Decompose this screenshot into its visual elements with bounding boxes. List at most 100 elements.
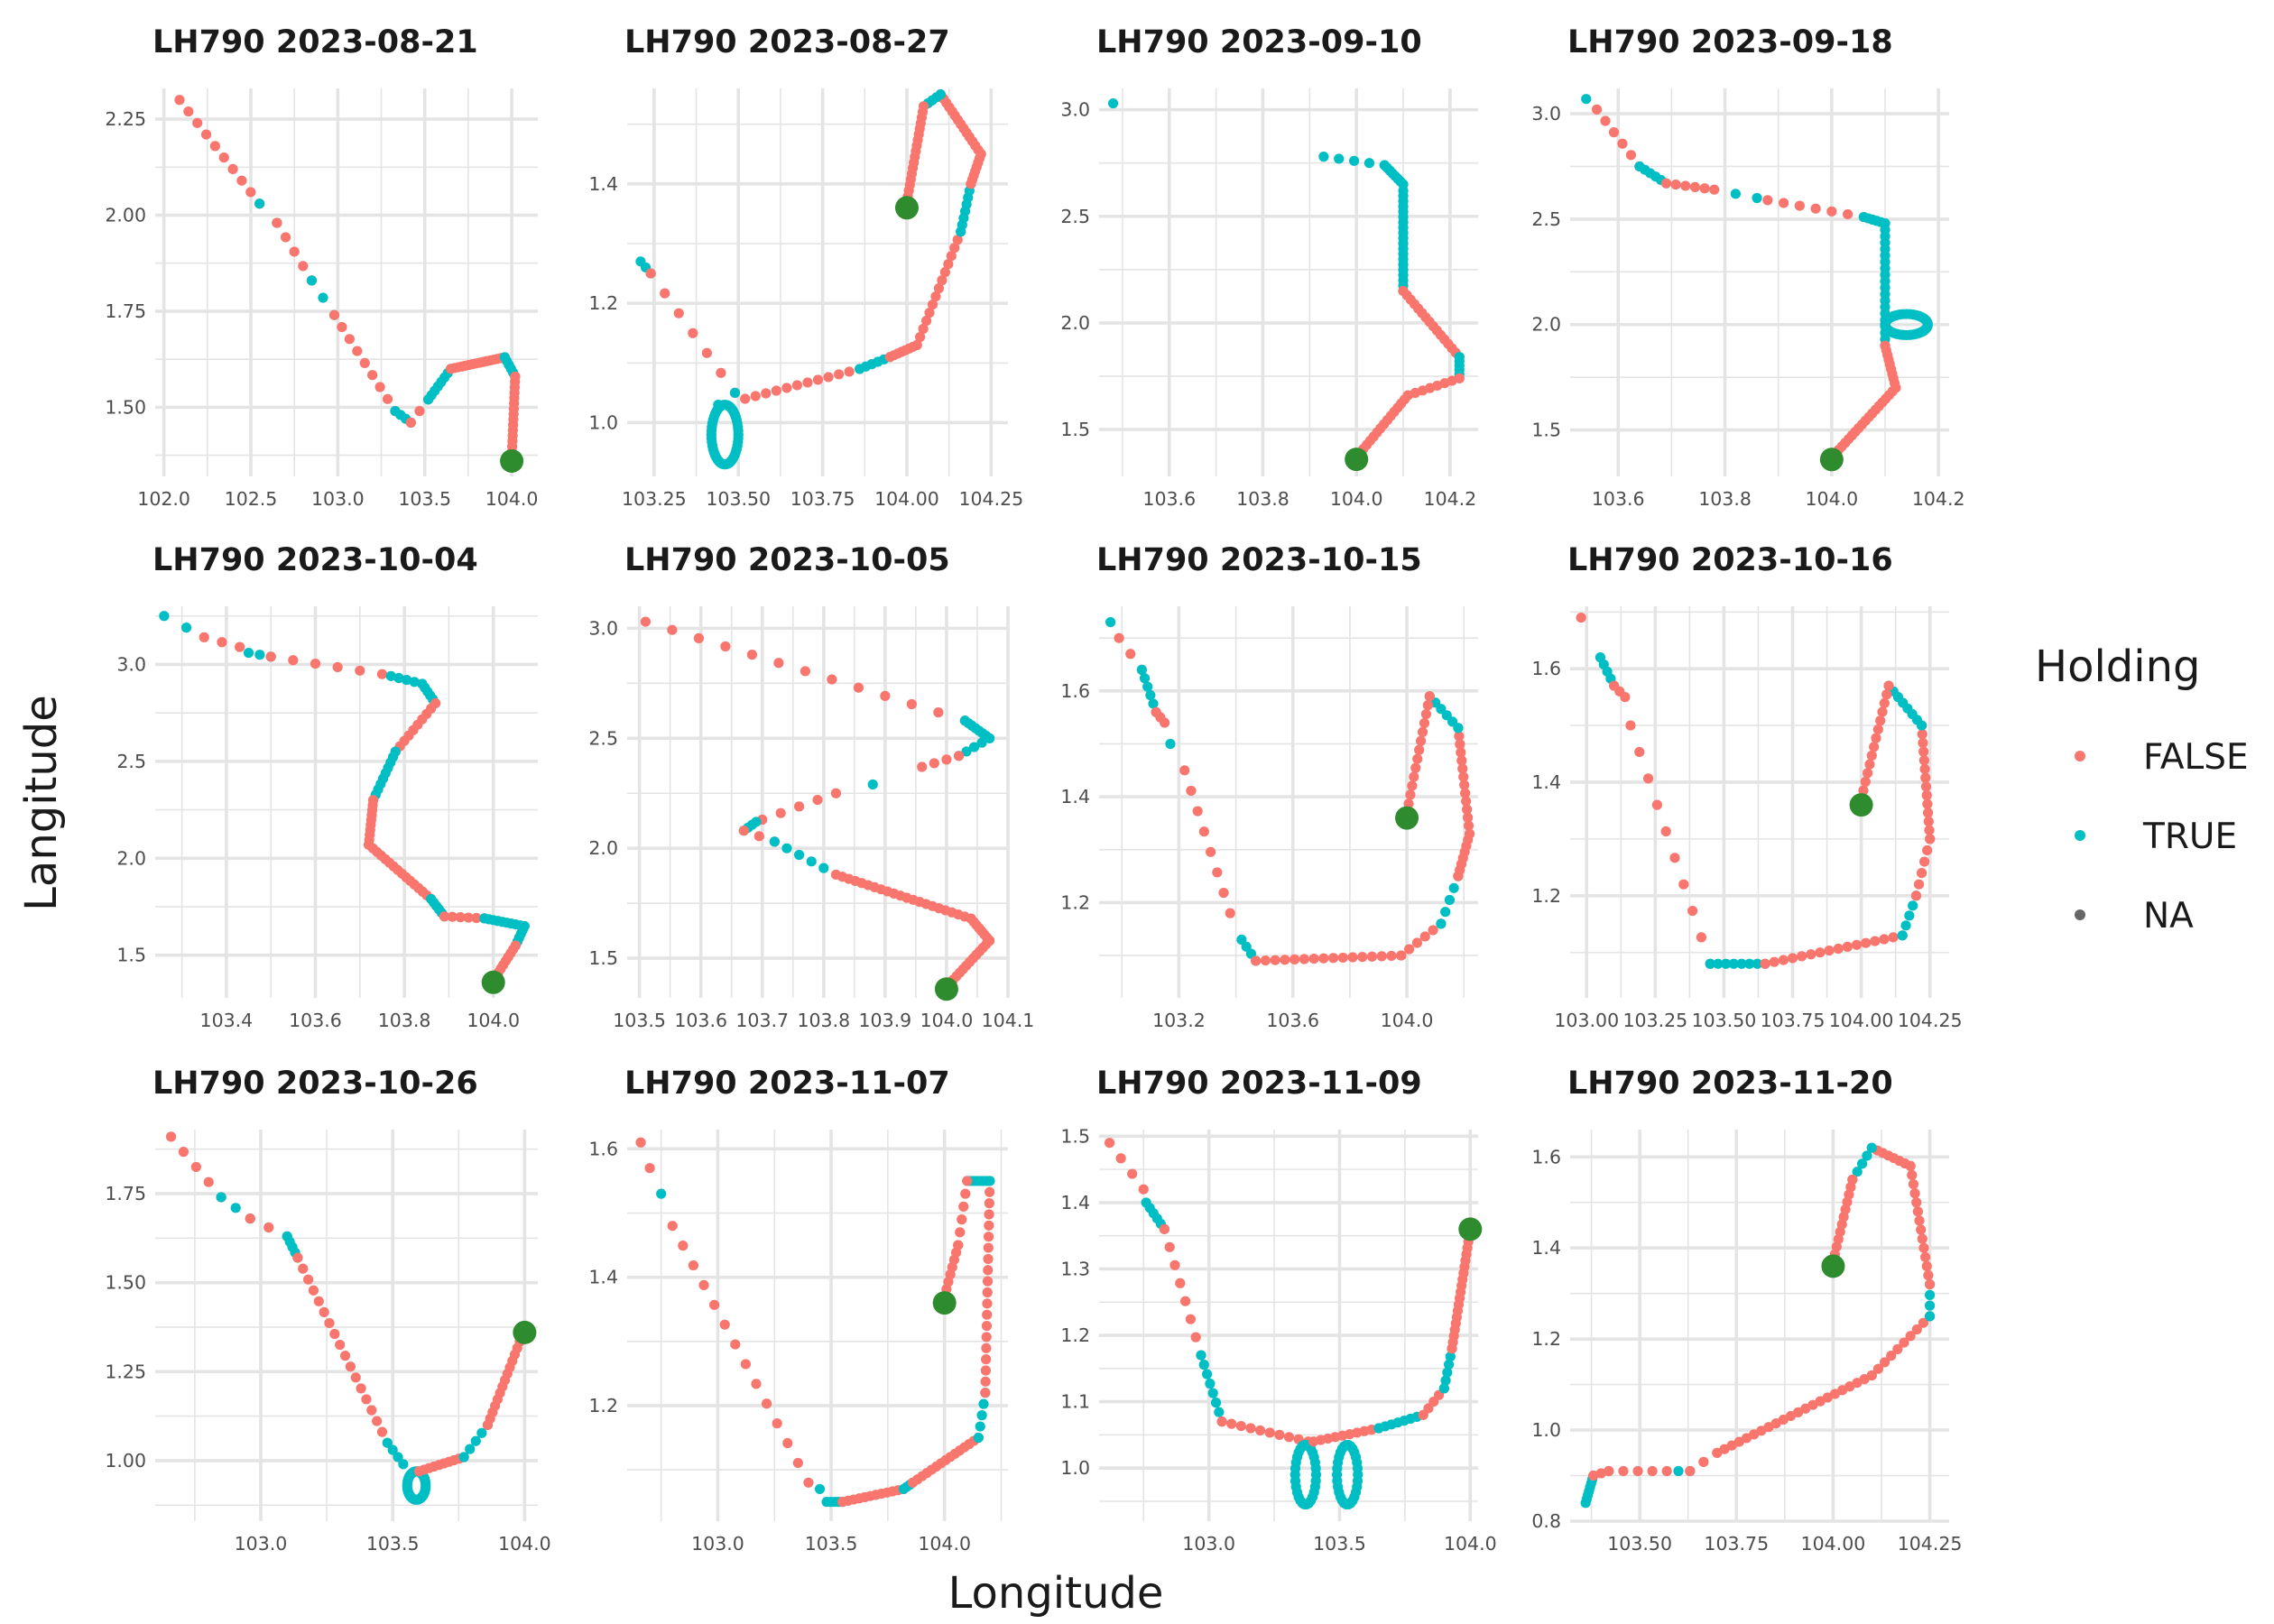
track-point-not-holding	[635, 1137, 646, 1148]
track-point-not-holding	[1412, 753, 1423, 764]
track-point-not-holding	[761, 1398, 772, 1409]
track-point-not-holding	[701, 347, 712, 358]
track-point-not-holding	[1464, 828, 1475, 839]
y-tick-label: 1.5	[116, 945, 146, 966]
track-point-not-holding	[319, 1306, 329, 1317]
track-point-not-holding	[1922, 807, 1934, 818]
y-tick-label: 2.0	[1531, 314, 1561, 336]
track-point-not-holding	[1625, 720, 1636, 731]
track-point-not-holding	[1678, 879, 1689, 890]
track-point-not-holding	[853, 682, 864, 693]
track-point-not-holding	[178, 1147, 190, 1158]
track-point-not-holding	[688, 1260, 699, 1271]
y-tick-label: 3.0	[588, 617, 618, 639]
track-point-not-holding	[1218, 887, 1229, 899]
track-point-holding	[1705, 958, 1715, 969]
panel-title: LH790 2023-10-16	[1567, 542, 1893, 578]
track-point-not-holding	[644, 1163, 655, 1174]
panel-title: LH790 2023-11-07	[624, 1066, 950, 1102]
track-point-holding	[470, 1435, 481, 1446]
x-tick-label: 103.5	[1313, 1533, 1366, 1555]
y-tick-label: 3.0	[1531, 103, 1561, 125]
track-point-holding	[976, 1410, 987, 1421]
track-point-not-holding	[1871, 733, 1881, 743]
track-point-not-holding	[830, 788, 842, 798]
track-point-holding	[1908, 900, 1918, 911]
track-point-holding	[1924, 1311, 1936, 1322]
panel-1: 102.0 102.5 103.0 103.5 104.0 1.50 1.75 2.00 2.2…	[105, 24, 538, 510]
track-point-not-holding	[1920, 781, 1932, 792]
track-point-not-holding	[405, 417, 416, 428]
legend: Holding FALSE TRUE NA	[2035, 641, 2249, 937]
panel-title: LH790 2023-09-18	[1567, 24, 1893, 60]
track-point-not-holding	[1283, 1432, 1295, 1443]
y-tick-label: 1.2	[1060, 891, 1090, 913]
panel-title: LH790 2023-10-05	[624, 542, 950, 578]
track-point-not-holding	[960, 1188, 971, 1199]
track-point-not-holding	[1905, 1331, 1916, 1342]
track-point-not-holding	[1190, 1332, 1201, 1343]
track-point-not-holding	[1919, 763, 1930, 775]
y-tick-label: 1.4	[1060, 786, 1090, 807]
track-point-holding	[1105, 616, 1116, 628]
x-tick-label: 104.0	[918, 1533, 971, 1555]
x-tick-label: 103.6	[289, 1010, 342, 1031]
x-tick-label: 104.0	[1444, 1533, 1497, 1555]
track-point-not-holding	[1918, 1317, 1929, 1328]
track-point-holding	[1363, 158, 1375, 169]
track-point-not-holding	[1760, 958, 1770, 969]
track-point-not-holding	[1879, 697, 1890, 709]
track-point-holding	[1334, 153, 1345, 164]
x-tick-label: 102.0	[137, 488, 190, 510]
track-point-not-holding	[667, 624, 678, 635]
track-point-not-holding	[366, 1405, 377, 1416]
track-point-not-holding	[1337, 952, 1348, 964]
track-point-not-holding	[709, 1299, 720, 1310]
track-point-not-holding	[1698, 1456, 1709, 1467]
x-tick-label: 103.00	[1554, 1010, 1619, 1031]
legend-key-true	[2075, 830, 2085, 841]
track-point-not-holding	[1576, 612, 1586, 623]
track-point-holding	[254, 650, 265, 660]
track-point-not-holding	[1892, 1343, 1903, 1354]
track-point-not-holding	[245, 1213, 255, 1224]
track-point-not-holding	[174, 95, 185, 106]
track-point-not-holding	[1907, 1169, 1918, 1181]
track-point-not-holding	[414, 406, 425, 417]
track-point-not-holding	[1299, 954, 1309, 964]
y-tick-label: 1.5	[1060, 419, 1090, 440]
track-point-not-holding	[200, 129, 212, 140]
track-point-not-holding	[1810, 203, 1821, 214]
track-point-not-holding	[1689, 181, 1701, 192]
x-tick-label: 103.4	[200, 1010, 254, 1031]
y-tick-label: 1.4	[1531, 1237, 1561, 1259]
track-point-not-holding	[678, 1241, 689, 1251]
y-tick-label: 3.0	[116, 653, 146, 675]
track-point-not-holding	[980, 1365, 992, 1376]
track-point-not-holding	[1169, 1260, 1180, 1270]
track-point-holding	[781, 843, 792, 854]
track-point-holding	[1445, 1351, 1456, 1362]
track-point-not-holding	[1175, 1278, 1186, 1288]
track-point-holding	[1205, 1379, 1216, 1389]
track-point-not-holding	[190, 1161, 201, 1173]
track-point-not-holding	[1762, 195, 1773, 206]
panel-3: 103.6 103.8 104.0 104.2 1.5 2.0 2.5 3.0 LH790 20…	[1060, 24, 1478, 510]
track-point-holding	[387, 1444, 398, 1455]
track-point-holding	[1438, 1383, 1449, 1394]
track-point-holding	[1107, 97, 1119, 109]
track-point-not-holding	[303, 1274, 314, 1285]
track-point-not-holding	[1888, 932, 1899, 943]
x-tick-label: 103.75	[1704, 1533, 1769, 1555]
track-point-not-holding	[915, 331, 926, 343]
y-tick-label: 1.50	[105, 396, 146, 418]
track-point-not-holding	[952, 235, 963, 245]
track-point-not-holding	[1274, 1429, 1285, 1440]
x-tick-label: 103.8	[1236, 488, 1290, 510]
track-point-not-holding	[1403, 798, 1414, 809]
track-point-not-holding	[288, 655, 299, 666]
track-point-holding	[385, 670, 396, 681]
track-point-not-holding	[1642, 773, 1654, 784]
track-point-not-holding	[217, 637, 227, 648]
track-point-not-holding	[953, 751, 965, 761]
